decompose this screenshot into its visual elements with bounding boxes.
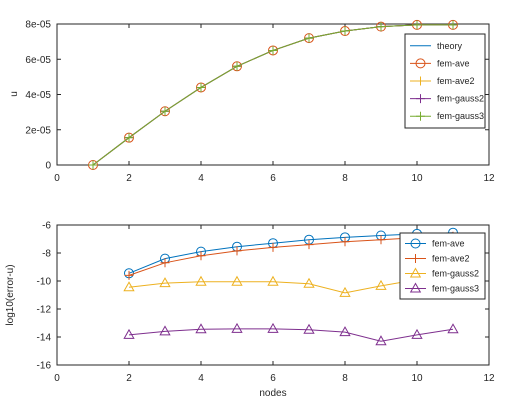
bottom-plot-legend-label-fem-ave2: fem-ave2: [432, 254, 470, 264]
bottom-plot-point-fem-gauss3: [303, 323, 315, 334]
top-plot-x-tick-label: 8: [342, 173, 348, 184]
top-plot: 0 2 4 6 8 10 12 0 2e-05 4e-05 6e-05 8e-05 u theory f…: [9, 20, 495, 185]
top-plot-series: [88, 19, 458, 170]
bottom-plot-x-axis-label: nodes: [259, 388, 286, 399]
bottom-plot-legend-label-fem-gauss2: fem-gauss2: [432, 269, 479, 279]
top-plot-point-fem-gauss3: [376, 22, 386, 32]
bottom-plot-point-fem-gauss3: [267, 322, 279, 333]
bottom-plot-y-tick-label: -16: [37, 361, 52, 372]
top-plot-legend-marker-fem-ave2: [416, 76, 425, 86]
bottom-plot-y-tick-label: -14: [37, 333, 52, 344]
bottom-plot-point-fem-gauss2: [375, 279, 387, 290]
bottom-plot-point-fem-gauss2: [123, 281, 135, 292]
top-plot-x-tick-label: 6: [270, 173, 276, 184]
top-plot-legend-label-fem-gauss2: fem-gauss2: [437, 94, 484, 104]
bottom-plot-legend-marker-fem-gauss2: [409, 267, 422, 278]
bottom-plot-point-fem-gauss2: [267, 275, 279, 286]
top-plot-legend-label-fem-ave: fem-ave: [437, 58, 470, 68]
top-plot-point-fem-gauss3: [88, 160, 98, 170]
top-plot-y-tick-label: 2e-05: [25, 125, 51, 136]
bottom-plot-point-fem-gauss3: [123, 328, 135, 339]
bottom-plot-legend: fem-ave fem-ave2 fem-gauss2 fem-gauss3: [399, 232, 486, 300]
bottom-plot-x-tick-label: 4: [198, 373, 204, 384]
top-plot-point-fem-gauss3: [448, 20, 458, 30]
top-plot-point-fem-gauss3: [124, 133, 134, 143]
top-plot-x-tick-label: 0: [54, 173, 60, 184]
bottom-plot-line-fem-gauss2: [128, 274, 454, 294]
bottom-plot-point-fem-gauss3: [159, 325, 171, 336]
bottom-plot-line-fem-ave: [128, 232, 454, 274]
bottom-plot-point-fem-ave2: [232, 246, 242, 256]
bottom-plot-point-fem-gauss3: [195, 323, 207, 334]
bottom-plot-y-tick-label: -10: [37, 277, 52, 288]
bottom-plot: 0 2 4 6 8 10 12 -16 -14 -12 -10 -8 -6 log10(error-u)…: [5, 221, 495, 400]
bottom-plot-point-fem-gauss2: [195, 275, 207, 286]
bottom-plot-series-fem-gauss3: [123, 322, 459, 346]
bottom-plot-x-tick-label: 2: [126, 373, 132, 384]
top-plot-point-fem-gauss3: [304, 33, 314, 43]
bottom-plot-point-fem-ave2: [268, 242, 278, 252]
bottom-plot-legend-label-fem-gauss3: fem-gauss3: [432, 284, 479, 294]
bottom-plot-point-fem-gauss3: [447, 323, 459, 334]
bottom-plot-point-fem-gauss3: [411, 328, 423, 339]
bottom-plot-point-fem-gauss2: [231, 275, 243, 286]
bottom-plot-point-fem-ave2: [304, 240, 314, 250]
top-plot-y-tick-label: 6e-05: [25, 55, 51, 66]
top-plot-legend-marker-fem-ave: [415, 58, 426, 69]
bottom-plot-legend-marker-fem-ave2: [411, 254, 420, 263]
top-plot-y-tick-label: 8e-05: [25, 20, 51, 31]
top-plot-y-tick-label: 4e-05: [25, 90, 51, 101]
top-plot-x-tick-label: 10: [411, 173, 423, 184]
bottom-plot-point-fem-gauss2: [303, 277, 315, 288]
top-plot-ticks: 0 2 4 6 8 10 12 0 2e-05 4e-05 6e-05 8e-05: [25, 20, 495, 185]
top-plot-x-tick-label: 4: [198, 173, 204, 184]
bottom-plot-point-fem-gauss2: [159, 277, 171, 288]
bottom-plot-x-tick-label: 0: [54, 373, 60, 384]
bottom-plot-x-tick-label: 8: [342, 373, 348, 384]
top-plot-point-fem-gauss3: [160, 106, 170, 116]
bottom-plot-y-tick-label: -6: [42, 221, 51, 232]
top-plot-legend-marker-fem-gauss2: [416, 94, 425, 104]
top-plot-y-axis-label: u: [9, 91, 20, 97]
top-plot-x-tick-label: 2: [126, 173, 132, 184]
bottom-plot-point-fem-gauss2: [339, 286, 351, 297]
bottom-plot-series: [123, 227, 459, 346]
top-plot-point-fem-gauss3: [196, 82, 206, 92]
top-plot-y-tick-label: 0: [45, 161, 51, 172]
bottom-plot-point-fem-ave2: [196, 251, 206, 261]
bottom-plot-x-tick-label: 10: [411, 373, 423, 384]
bottom-plot-x-tick-label: 12: [483, 373, 495, 384]
bottom-plot-point-fem-ave2: [340, 237, 350, 247]
bottom-plot-point-fem-ave2: [160, 258, 170, 268]
bottom-plot-legend-marker-fem-gauss3: [409, 282, 422, 293]
bottom-plot-y-tick-label: -12: [37, 305, 52, 316]
top-plot-legend: theory fem-ave fem-ave2 fem-gauss2 fem-gauss…: [404, 33, 486, 129]
top-plot-legend-label-theory: theory: [437, 41, 463, 51]
bottom-plot-point-fem-gauss3: [339, 326, 351, 337]
top-plot-legend-label-fem-ave2: fem-ave2: [437, 76, 475, 86]
top-plot-point-fem-gauss3: [232, 61, 242, 71]
bottom-plot-series-fem-ave2: [124, 231, 458, 280]
bottom-plot-point-fem-ave2: [376, 235, 386, 245]
top-plot-point-fem-gauss3: [340, 26, 350, 36]
bottom-plot-point-fem-gauss3: [375, 335, 387, 346]
top-plot-series-fem-gauss3: [88, 20, 458, 170]
bottom-plot-y-tick-label: -8: [42, 249, 51, 260]
top-plot-legend-label-fem-gauss3: fem-gauss3: [437, 111, 484, 121]
top-plot-point-fem-gauss3: [268, 45, 278, 55]
bottom-plot-y-axis-label: log10(error-u): [5, 264, 16, 325]
top-plot-legend-marker-fem-gauss3: [416, 111, 425, 121]
bottom-plot-line-fem-ave2: [128, 235, 454, 276]
bottom-plot-point-fem-ave2: [124, 270, 134, 280]
bottom-plot-x-tick-label: 6: [270, 373, 276, 384]
bottom-plot-legend-marker-fem-ave: [410, 238, 421, 249]
bottom-plot-ticks: 0 2 4 6 8 10 12 -16 -14 -12 -10 -8 -6: [37, 221, 495, 385]
top-plot-x-tick-label: 12: [483, 173, 495, 184]
bottom-plot-line-fem-gauss3: [128, 328, 454, 342]
bottom-plot-point-fem-gauss3: [231, 322, 243, 333]
top-plot-point-fem-gauss3: [412, 20, 422, 30]
bottom-plot-legend-label-fem-ave: fem-ave: [432, 239, 465, 249]
